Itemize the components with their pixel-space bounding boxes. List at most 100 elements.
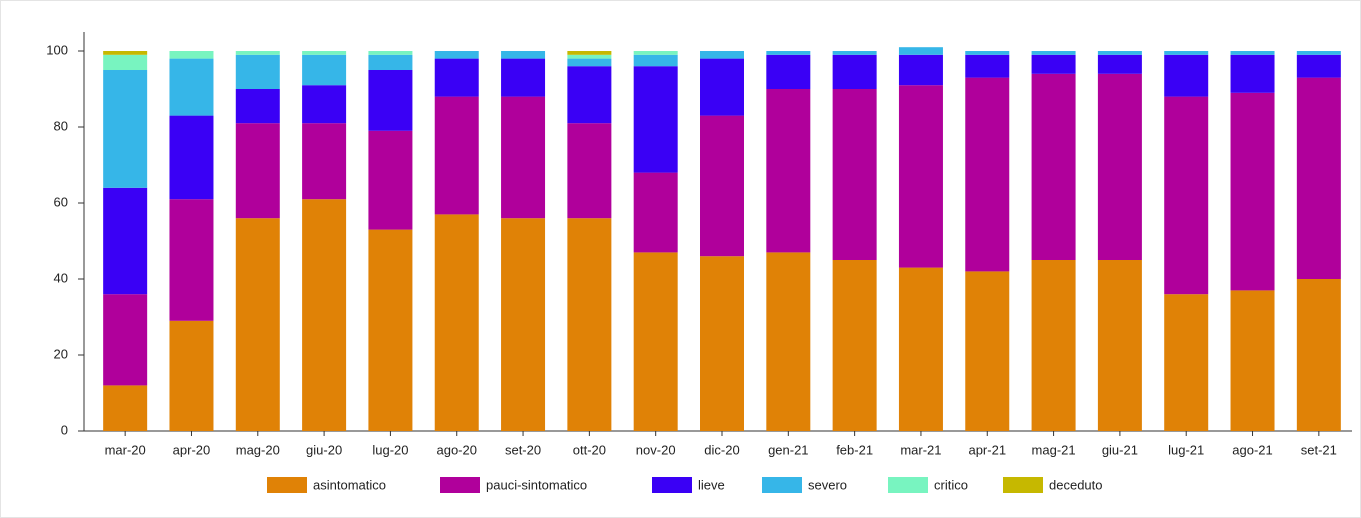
bar-segment	[103, 70, 148, 188]
bar-segment	[368, 70, 413, 131]
y-tick-label: 100	[46, 42, 68, 57]
bar-segment	[501, 51, 546, 59]
x-tick-label: feb-21	[836, 442, 873, 457]
bar-segment	[1296, 51, 1341, 55]
y-tick-label: 60	[54, 194, 68, 209]
legend-label: deceduto	[1049, 477, 1103, 492]
legend-swatch	[440, 477, 480, 493]
bar-segment	[1097, 54, 1142, 74]
bar-segment	[103, 187, 148, 295]
bar-segment	[633, 172, 678, 253]
bar-segment	[169, 51, 214, 59]
bar-segment	[501, 96, 546, 219]
bar-segment	[368, 54, 413, 70]
x-tick-label: gen-21	[768, 442, 808, 457]
bar-segment	[169, 320, 214, 431]
legend-swatch	[762, 477, 802, 493]
bar-segment	[832, 54, 877, 89]
bar-segment	[1097, 73, 1142, 260]
bar-segment	[965, 51, 1010, 55]
bar-segment	[898, 267, 943, 431]
bar-segment	[1230, 92, 1275, 291]
bar-segment	[766, 54, 811, 89]
bar-segment	[1164, 54, 1209, 97]
bar-segment	[235, 123, 280, 219]
x-tick-label: apr-20	[173, 442, 211, 457]
x-tick-label: lug-21	[1168, 442, 1204, 457]
bar-segment	[567, 58, 612, 67]
bar-segment	[898, 85, 943, 268]
bar-segment	[1031, 51, 1076, 55]
legend-swatch	[652, 477, 692, 493]
bar-segment	[1031, 54, 1076, 74]
bar-segment	[501, 218, 546, 431]
y-tick-label: 40	[54, 270, 68, 285]
bar-segment	[302, 85, 347, 124]
bar-segment	[965, 271, 1010, 431]
bar-segment	[898, 54, 943, 86]
x-tick-label: mar-20	[105, 442, 146, 457]
bar-segment	[103, 54, 148, 70]
bar-segment	[1097, 260, 1142, 431]
x-tick-label: mag-21	[1032, 442, 1076, 457]
x-tick-label: ago-21	[1232, 442, 1272, 457]
x-tick-label: apr-21	[968, 442, 1006, 457]
bar-segment	[235, 54, 280, 89]
bar-segment	[766, 89, 811, 253]
y-tick-label: 80	[54, 118, 68, 133]
bar-segment	[700, 58, 744, 116]
bar-segment	[965, 77, 1010, 272]
x-tick-label: set-21	[1301, 442, 1337, 457]
bar-segment	[501, 58, 546, 97]
bar-segment	[103, 385, 148, 431]
bar-segment	[1031, 73, 1076, 260]
bar-segment	[302, 51, 347, 55]
bar-segment	[235, 51, 280, 55]
bar-segment	[434, 51, 479, 59]
bar-segment	[434, 58, 479, 97]
bar-segment	[235, 218, 280, 431]
bar-segment	[633, 54, 678, 67]
bar-segment	[368, 51, 413, 55]
bar-segment	[302, 54, 347, 86]
bar-segment	[567, 66, 612, 124]
legend-label: pauci-sintomatico	[486, 477, 587, 492]
bar-segment	[1097, 51, 1142, 55]
bar-segment	[1031, 260, 1076, 431]
legend-swatch	[1003, 477, 1043, 493]
bar-segment	[567, 123, 612, 219]
bar-segment	[1230, 51, 1275, 55]
x-tick-label: set-20	[505, 442, 541, 457]
bar-segment	[1164, 294, 1209, 431]
x-tick-label: lug-20	[372, 442, 408, 457]
x-tick-label: ago-20	[436, 442, 476, 457]
bar-segment	[567, 51, 612, 55]
x-tick-label: nov-20	[636, 442, 676, 457]
x-tick-label: ott-20	[573, 442, 606, 457]
bar-segment	[1164, 96, 1209, 295]
y-tick-label: 20	[54, 346, 68, 361]
x-tick-label: mag-20	[236, 442, 280, 457]
bar-segment	[700, 256, 744, 431]
bar-segment	[1230, 290, 1275, 431]
legend-swatch	[267, 477, 307, 493]
bar-segment	[235, 89, 280, 124]
bar-segment	[1296, 54, 1341, 78]
bar-segment	[434, 214, 479, 431]
bar-segment	[766, 51, 811, 55]
bar-segment	[1230, 54, 1275, 93]
bar-segment	[832, 51, 877, 55]
bar-segment	[103, 51, 148, 55]
x-tick-label: giu-20	[306, 442, 342, 457]
bar-segment	[169, 199, 214, 321]
x-tick-label: dic-20	[704, 442, 739, 457]
bar-segment	[700, 51, 744, 59]
bar-segment	[103, 294, 148, 386]
legend-label: critico	[934, 477, 968, 492]
bar-segment	[1296, 279, 1341, 431]
bar-segment	[1296, 77, 1341, 279]
bar-segment	[832, 89, 877, 260]
bar-segment	[898, 47, 943, 55]
